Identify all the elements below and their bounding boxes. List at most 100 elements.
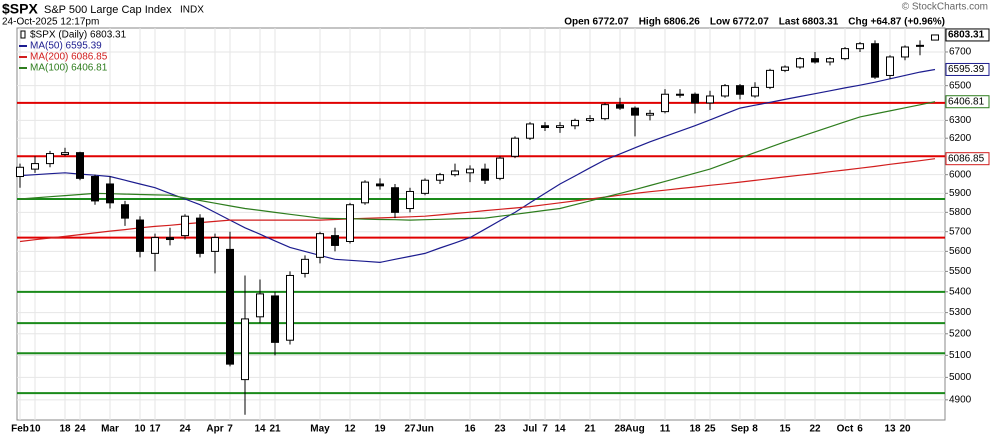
x-tick-label: 11 <box>660 424 671 435</box>
x-tick-label: 24 <box>179 424 191 435</box>
legend-label: $SPX (Daily) 6803.31 <box>30 30 127 41</box>
y-tick-label: 4900 <box>949 394 972 405</box>
plot-frame <box>16 27 946 421</box>
x-tick-label: 18 <box>59 424 71 435</box>
value-box <box>945 95 990 109</box>
legend-label: MA(200) 6086.85 <box>30 52 108 63</box>
candle-body <box>631 107 639 116</box>
x-tick-label: 7 <box>227 424 233 435</box>
candle-body <box>16 166 24 178</box>
candle-body <box>256 293 264 318</box>
value-box <box>945 62 990 76</box>
candle-body <box>151 237 159 254</box>
x-tick-label: 21 <box>269 424 281 435</box>
chart-title: $SPX <box>2 1 38 17</box>
stat: Last 6803.31 <box>779 17 839 28</box>
value-label: 6406.81 <box>948 96 985 107</box>
x-tick-label: 28 <box>614 424 626 435</box>
candle-body <box>91 176 99 202</box>
x-tick-label: 7 <box>542 424 548 435</box>
y-tick-label: 5400 <box>949 286 972 297</box>
candle-body <box>586 118 594 121</box>
candle-body <box>421 179 429 194</box>
x-tick-label: 23 <box>494 424 506 435</box>
candle-body <box>826 58 834 63</box>
stats: Chg +64.87 (+0.96%) Last 6803.31 Low 6772.… <box>564 17 945 28</box>
x-tick-label: 14 <box>554 424 566 435</box>
value-label: 6595.39 <box>948 64 985 75</box>
legend-icon <box>20 30 26 39</box>
candle-body <box>781 66 789 71</box>
candle-body <box>736 85 744 95</box>
candle-body <box>706 95 714 104</box>
candle-body <box>616 104 624 109</box>
x-tick-label: 25 <box>704 424 716 435</box>
credit: © StockCharts.com <box>902 2 988 13</box>
y-tick-label: 5100 <box>949 350 972 361</box>
x-tick-label: 19 <box>374 424 386 435</box>
candle-body <box>196 217 204 254</box>
x-tick-label: 15 <box>779 424 791 435</box>
y-tick-label: 5600 <box>949 246 972 257</box>
x-tick-label: 8 <box>752 424 758 435</box>
candle-body <box>286 274 294 341</box>
candle-body <box>511 137 519 157</box>
candle-body <box>346 204 354 242</box>
candle-body <box>796 58 804 68</box>
stat: High 6806.26 <box>639 17 701 28</box>
candle-body <box>541 125 549 128</box>
value-box <box>945 28 990 42</box>
candle-body <box>466 168 474 174</box>
candle-body <box>766 69 774 88</box>
candle-body <box>721 85 729 97</box>
x-tick-label: 10 <box>134 424 146 435</box>
x-tick-label: May <box>310 424 330 435</box>
candle-body <box>106 183 114 204</box>
candle-body <box>166 237 174 241</box>
value-label: 6086.85 <box>948 153 985 164</box>
chart-subtitle: S&P 500 Large Cap Index <box>44 4 172 16</box>
candle-body <box>436 174 444 181</box>
candle-body <box>901 46 909 58</box>
x-tick-label: 24 <box>74 424 86 435</box>
candle-body <box>751 86 759 97</box>
candle-body <box>61 152 69 155</box>
candle-body <box>916 44 924 47</box>
y-tick-label: 5700 <box>949 226 972 237</box>
y-tick-label: 5200 <box>949 328 972 339</box>
y-tick-label: 5800 <box>949 207 972 218</box>
candle-body <box>451 170 459 176</box>
x-tick-label: 12 <box>344 424 356 435</box>
candle-body <box>406 190 414 210</box>
x-tick-label: 20 <box>899 424 911 435</box>
x-tick-label: Feb <box>11 424 29 435</box>
candle-body <box>886 56 894 76</box>
ma-line <box>19 158 936 243</box>
candle-body <box>841 48 849 60</box>
candle-body <box>271 295 279 343</box>
candle-body <box>571 119 579 127</box>
x-tick-label: Jul <box>523 424 538 435</box>
value-box <box>945 152 990 166</box>
candle-body <box>676 93 684 96</box>
x-tick-label: 18 <box>689 424 701 435</box>
x-tick-label: 22 <box>809 424 821 435</box>
candle-body <box>661 93 669 113</box>
stat: Low 6772.07 <box>710 17 769 28</box>
candle-body <box>691 93 699 104</box>
x-tick-label: 16 <box>464 424 476 435</box>
candle-body <box>526 123 534 139</box>
x-tick-label: 14 <box>254 424 266 435</box>
y-tick-label: 5500 <box>949 266 972 277</box>
candle-body <box>856 43 864 50</box>
x-tick-label: 27 <box>404 424 416 435</box>
y-tick-label: 5900 <box>949 188 972 199</box>
candle-body <box>46 153 54 165</box>
y-tick-label: 5300 <box>949 307 972 318</box>
candle-body <box>481 168 489 181</box>
x-tick-label: Aug <box>625 424 644 435</box>
stat: Chg +64.87 (+0.96%) <box>848 17 945 28</box>
y-tick-label: 6700 <box>949 47 972 58</box>
candle-body <box>31 163 39 170</box>
